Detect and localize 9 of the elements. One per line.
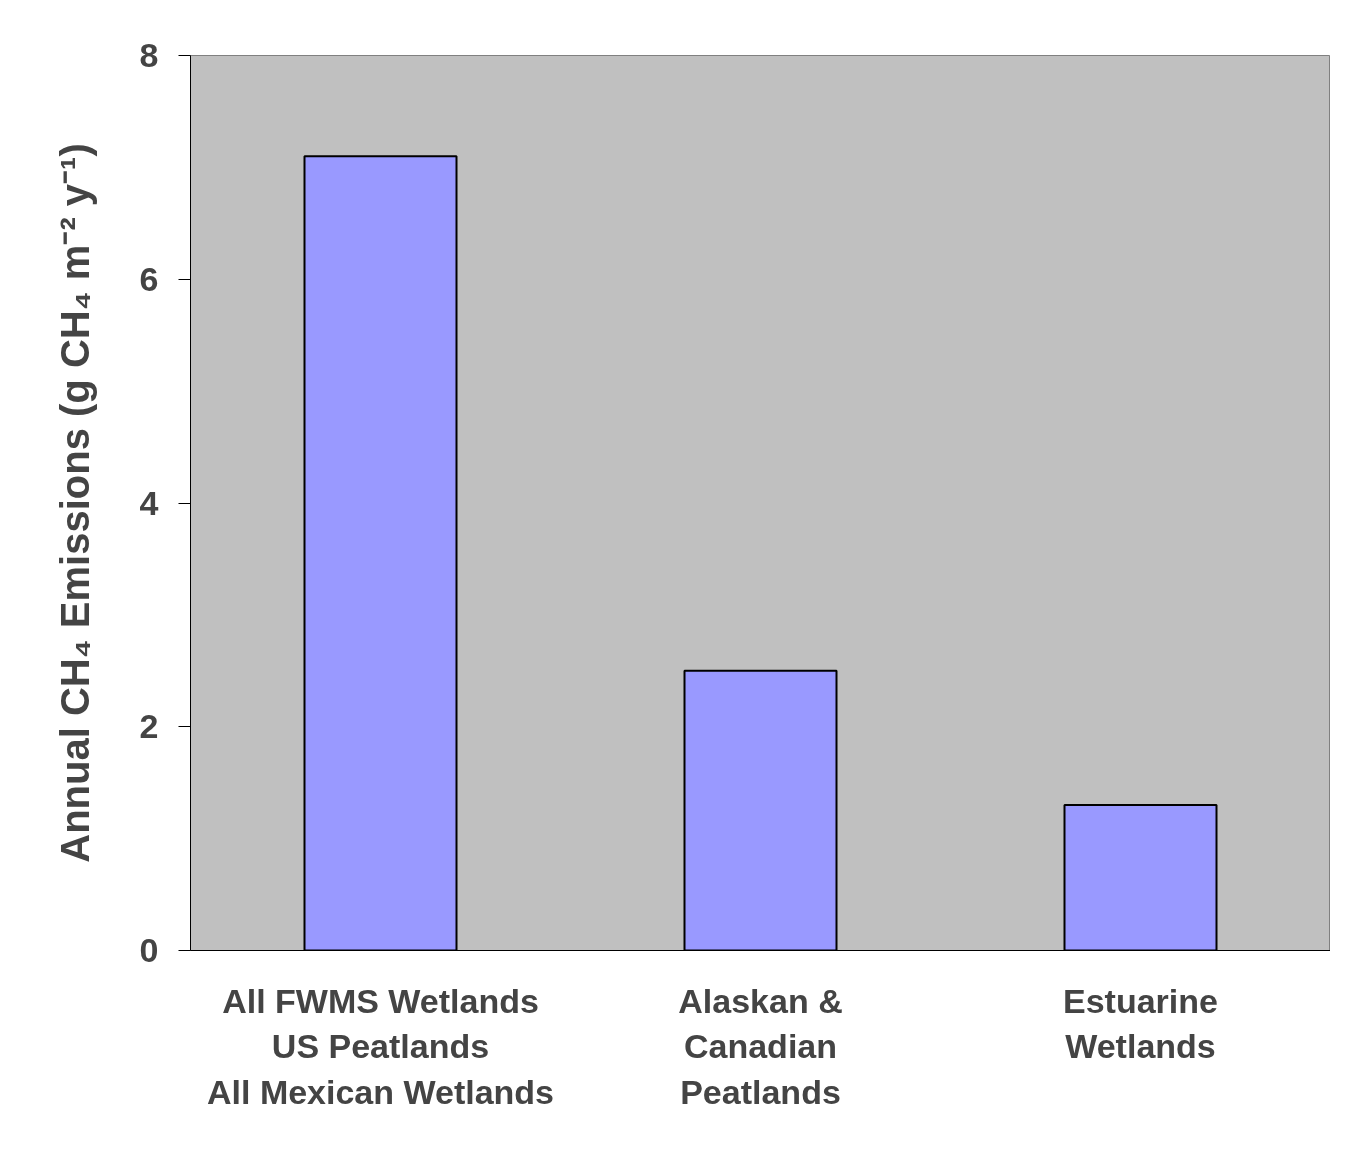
y-tick-label: 4 [139, 483, 159, 522]
x-tick-label: Alaskan & Canadian Peatlands [678, 981, 843, 1111]
y-tick-label: 2 [139, 707, 159, 746]
y-axis-title: Annual CH₄ Emissions (g CH₄ m⁻² y⁻¹) [52, 143, 97, 863]
x-tick-label: All FWMS Wetlands US Peatlands All Mexican Wetlands [206, 981, 555, 1111]
y-tick-label: 8 [139, 36, 159, 74]
y-tick-label: 6 [139, 259, 159, 298]
x-tick-label: Estuarine Wetlands [1063, 981, 1218, 1066]
y-tick-label: 0 [139, 931, 159, 969]
